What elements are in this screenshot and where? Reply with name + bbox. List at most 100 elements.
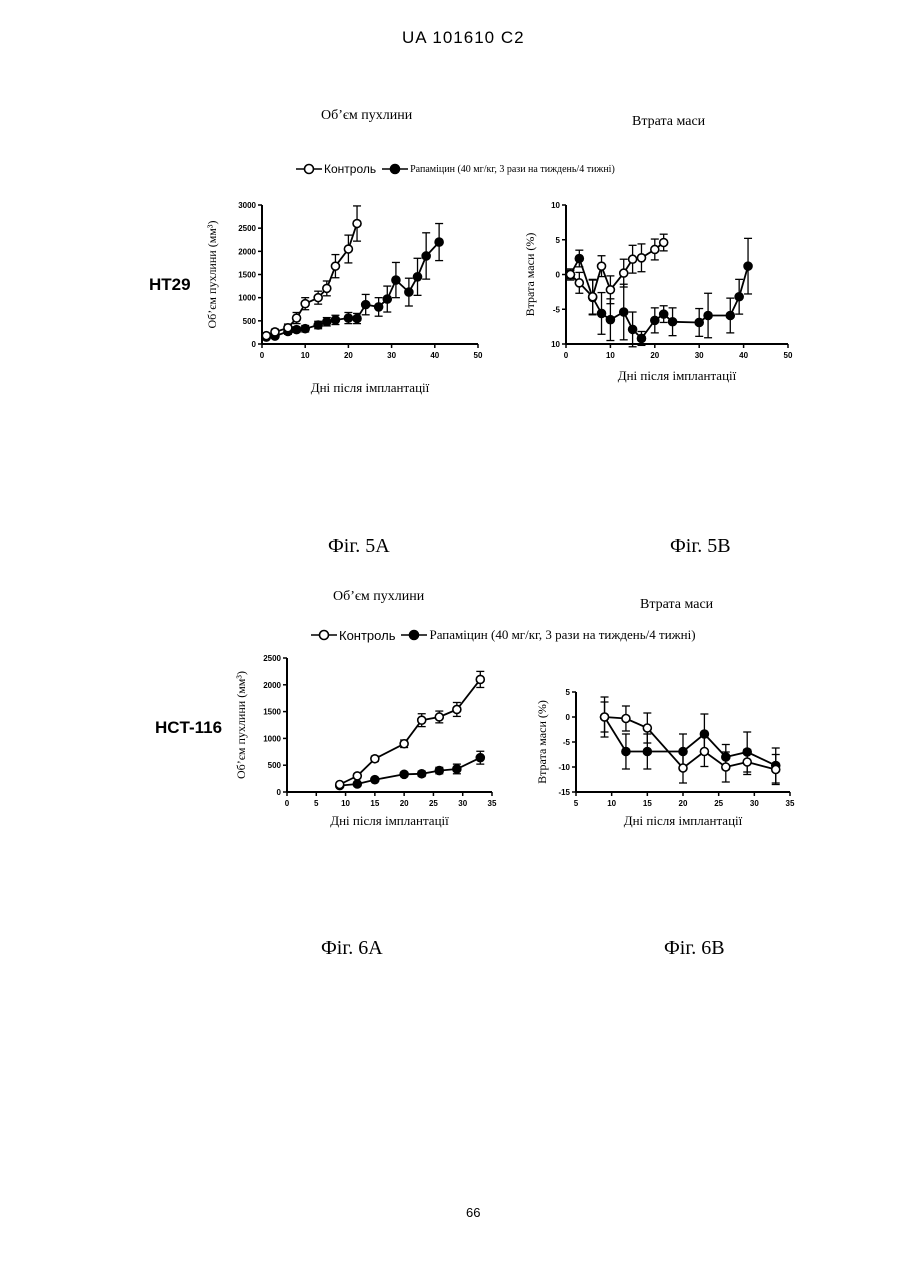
data-point-control [589,293,597,301]
legend-rapamycin-label: Рапаміцин (40 мг/кг, 3 рази на тиждень/4… [429,627,695,643]
y-tick-label: 2000 [238,247,256,256]
y-tick-label: 5 [556,236,561,245]
data-point-control [606,286,614,294]
x-tick-label: 10 [301,351,310,360]
data-point-control [418,716,426,724]
x-tick-label: 0 [285,799,290,808]
x-tick-label: 30 [458,799,467,808]
chart-title-weight-loss-5b: Втрата маси [632,114,705,130]
y-tick-label: 0 [277,788,282,797]
data-point-control [314,294,322,302]
y-tick-label: 500 [243,317,257,326]
figure-label-6b: Фіг. 6В [664,937,725,960]
data-point-control [293,314,301,322]
figure-label-5a: Фіг. 5А [328,535,390,558]
data-point-control [262,332,270,340]
y-tick-label: 1500 [238,271,256,280]
y-tick-label: 2500 [238,224,256,233]
data-point-rapamycin [669,318,677,326]
data-point-rapamycin [606,316,614,324]
x-tick-label: 0 [564,351,569,360]
data-point-control [453,705,461,713]
legend-rapamycin-label: Рапаміцин (40 мг/кг, 3 рази на тиждень/4… [410,164,615,175]
x-tick-label: 15 [643,799,652,808]
data-point-rapamycin [637,334,645,342]
data-point-rapamycin [414,273,422,281]
y-axis-label: Втрата маси (%) [523,233,537,317]
data-point-control [700,748,708,756]
chart-title-tumor-volume-6a: Об’єм пухлини [333,589,424,605]
y-tick-label: 3000 [238,201,256,210]
x-tick-label: 25 [714,799,723,808]
x-tick-label: 40 [430,351,439,360]
data-point-rapamycin [435,238,443,246]
x-tick-label: 10 [607,799,616,808]
data-point-control [620,269,628,277]
y-tick-label: 2500 [263,654,281,663]
data-point-control [371,755,379,763]
data-point-rapamycin [323,318,331,326]
data-point-rapamycin [422,252,430,260]
y-tick-label: -5 [553,305,561,314]
data-point-control [435,713,443,721]
data-point-control [323,284,331,292]
y-axis-label: Втрата маси (%) [535,700,549,784]
data-point-rapamycin [575,255,583,263]
data-point-control [598,262,606,270]
data-point-rapamycin [651,316,659,324]
data-point-control [772,766,780,774]
data-point-rapamycin [301,325,309,333]
data-point-rapamycin [622,748,630,756]
data-point-control [660,239,668,247]
y-axis-label: Об’єм пухлини (мм³) [205,221,219,329]
x-tick-label: 35 [488,799,497,808]
data-point-control [743,758,751,766]
data-point-control [331,262,339,270]
x-tick-label: 25 [429,799,438,808]
data-point-control [344,245,352,253]
y-tick-label: -10 [558,763,570,772]
data-point-control [637,254,645,262]
x-tick-label: 10 [606,351,615,360]
x-axis-label: Дні після імплантації [624,813,743,828]
data-point-rapamycin [362,301,370,309]
legend-control-label: Контроль [339,628,395,643]
data-point-rapamycin [695,318,703,326]
y-tick-label: 1000 [263,734,281,743]
data-point-control [301,300,309,308]
x-axis-label: Дні після імплантації [618,368,737,383]
data-point-rapamycin [620,308,628,316]
data-point-rapamycin [726,312,734,320]
data-point-control [622,715,630,723]
x-tick-label: 30 [750,799,759,808]
document-header: UA 101610 C2 [402,28,525,48]
chart-title-weight-loss-6b: Втрата маси [640,597,713,613]
data-point-rapamycin [660,310,668,318]
data-point-control [271,328,279,336]
data-point-rapamycin [735,293,743,301]
legend-control-marker [311,629,337,641]
data-point-control [336,780,344,788]
y-tick-label: 10 [551,201,560,210]
cell-line-label-ht29: HT29 [149,275,191,295]
chart-5b-weight-loss: 10-5051001020304050Дні після імплантації… [520,195,810,405]
data-point-rapamycin [598,309,606,317]
data-point-rapamycin [704,312,712,320]
y-tick-label: 0 [556,271,561,280]
x-tick-label: 20 [679,799,688,808]
data-point-rapamycin [405,288,413,296]
legend-fig6: Контроль Рапаміцин (40 мг/кг, 3 рази на … [311,627,696,643]
chart-6b-weight-loss: -15-10-5055101520253035Дні після імплант… [530,648,810,838]
x-tick-label: 15 [370,799,379,808]
data-point-control [566,271,574,279]
data-point-rapamycin [293,326,301,334]
data-point-control [353,772,361,780]
y-tick-label: 0 [566,713,571,722]
data-point-rapamycin [453,765,461,773]
x-tick-label: 10 [341,799,350,808]
data-point-rapamycin [353,315,361,323]
x-tick-label: 20 [400,799,409,808]
data-point-rapamycin [400,770,408,778]
y-tick-label: 10 [551,340,560,349]
y-tick-label: 1500 [263,708,281,717]
